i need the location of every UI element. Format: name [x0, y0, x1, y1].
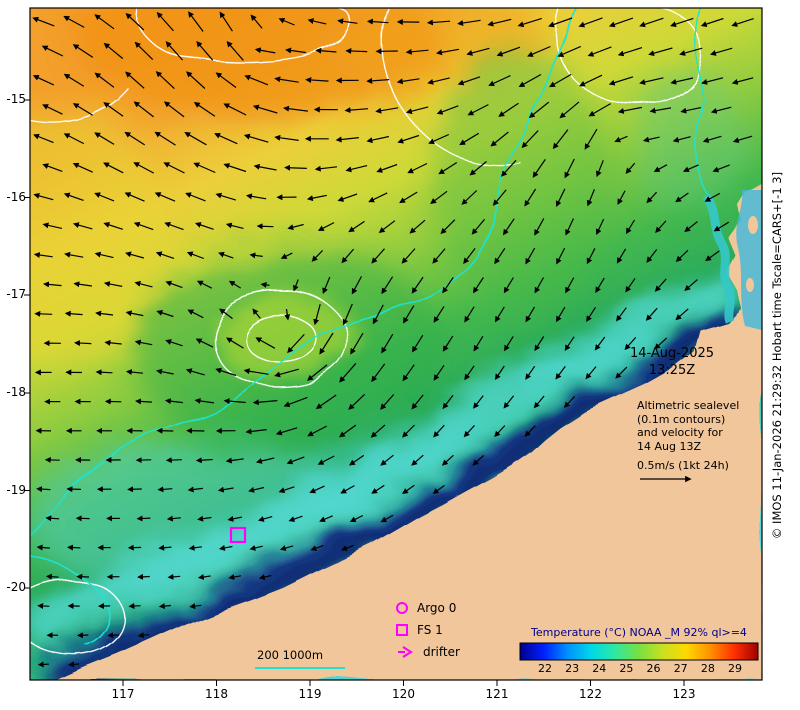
- land: [58, 183, 762, 680]
- sealevel-contours: [30, 8, 704, 657]
- map-frame: [29, 7, 763, 681]
- velocity-vector-field: [32, 11, 754, 668]
- coastal-inlet-water: [702, 190, 762, 330]
- colorbar-gradient: [519, 642, 759, 661]
- fs-station-marker: [229, 526, 247, 544]
- bathymetry-isobaths: [30, 8, 715, 647]
- axis-tick-marks: [24, 99, 685, 686]
